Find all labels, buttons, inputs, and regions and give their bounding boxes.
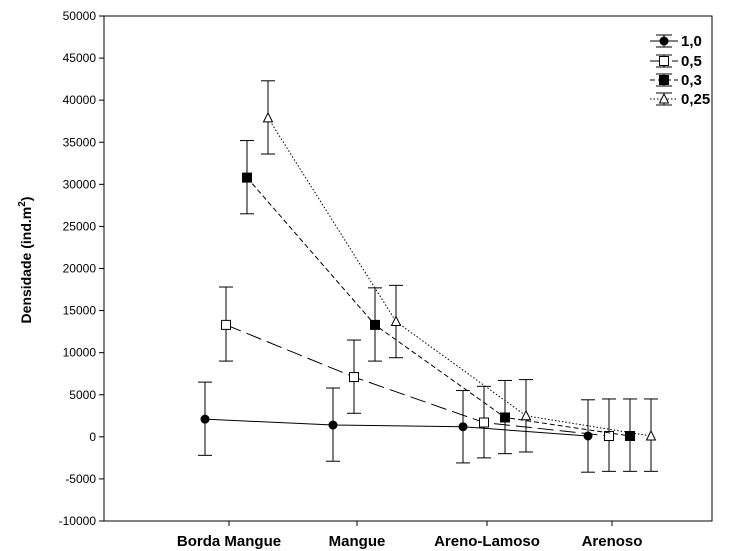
data-point bbox=[659, 75, 669, 85]
y-axis-label: Densidade (ind.m2) bbox=[17, 197, 34, 324]
y-tick-label: 20000 bbox=[63, 262, 97, 276]
y-tick-label: 50000 bbox=[63, 9, 97, 23]
data-point bbox=[328, 420, 338, 430]
y-tick-label: 10000 bbox=[63, 346, 97, 360]
data-point bbox=[659, 56, 669, 66]
data-point bbox=[242, 172, 252, 183]
legend-item-0,25: 0,25 bbox=[650, 91, 710, 108]
y-axis-label-superscript: 2 bbox=[17, 201, 28, 207]
series-0,5 bbox=[219, 286, 616, 472]
y-tick-label: 0 bbox=[89, 430, 96, 444]
series-0,25 bbox=[261, 80, 658, 472]
legend-label: 1,0 bbox=[681, 33, 702, 50]
y-tick-label: 35000 bbox=[63, 135, 97, 149]
plot-frame bbox=[103, 15, 713, 522]
y-tick-label: 45000 bbox=[63, 51, 97, 65]
legend-label: 0,3 bbox=[681, 72, 702, 89]
series-layer bbox=[198, 80, 658, 473]
data-point bbox=[604, 430, 614, 441]
series-line bbox=[246, 177, 631, 437]
y-tick-label: 40000 bbox=[63, 93, 97, 107]
x-tick-label: Arenoso bbox=[582, 533, 643, 550]
data-point bbox=[625, 430, 635, 441]
data-point bbox=[349, 372, 359, 383]
data-point bbox=[658, 92, 670, 104]
data-point bbox=[390, 315, 402, 327]
data-point bbox=[500, 412, 510, 423]
x-tick-label: Areno-Lamoso bbox=[434, 533, 540, 550]
series-line bbox=[267, 117, 652, 437]
x-tick-label: Borda Mangue bbox=[177, 533, 281, 550]
data-point bbox=[520, 409, 532, 421]
y-tick-label: 30000 bbox=[63, 177, 97, 191]
series-0,3 bbox=[240, 140, 637, 472]
y-tick-label: 25000 bbox=[63, 219, 97, 233]
y-axis: 5000045000400003500030000250002000015000… bbox=[59, 9, 104, 528]
x-axis: Borda Mangue Mangue Areno-Lamoso Arenoso bbox=[177, 521, 643, 550]
x-tick-label: Mangue bbox=[329, 533, 386, 550]
data-point bbox=[200, 414, 210, 424]
data-point bbox=[645, 429, 657, 441]
data-point bbox=[221, 319, 231, 330]
legend: 1,0 0,5 0,3 0,25 bbox=[650, 33, 710, 108]
data-point bbox=[479, 417, 489, 428]
data-point bbox=[659, 36, 669, 46]
legend-label: 0,25 bbox=[681, 91, 710, 108]
legend-item-0,3: 0,3 bbox=[650, 72, 702, 89]
legend-item-0,5: 0,5 bbox=[650, 53, 702, 70]
series-1,0 bbox=[198, 381, 595, 473]
y-tick-label: 15000 bbox=[63, 304, 97, 318]
data-point bbox=[458, 422, 468, 432]
data-point bbox=[262, 111, 274, 123]
data-point bbox=[370, 319, 380, 330]
series-line bbox=[225, 324, 610, 437]
legend-item-1,0: 1,0 bbox=[650, 33, 702, 50]
y-tick-label: -5000 bbox=[65, 472, 96, 486]
y-tick-label: -10000 bbox=[59, 514, 97, 528]
y-tick-label: 5000 bbox=[69, 388, 96, 402]
legend-label: 0,5 bbox=[681, 53, 702, 70]
plot-border bbox=[103, 15, 713, 522]
